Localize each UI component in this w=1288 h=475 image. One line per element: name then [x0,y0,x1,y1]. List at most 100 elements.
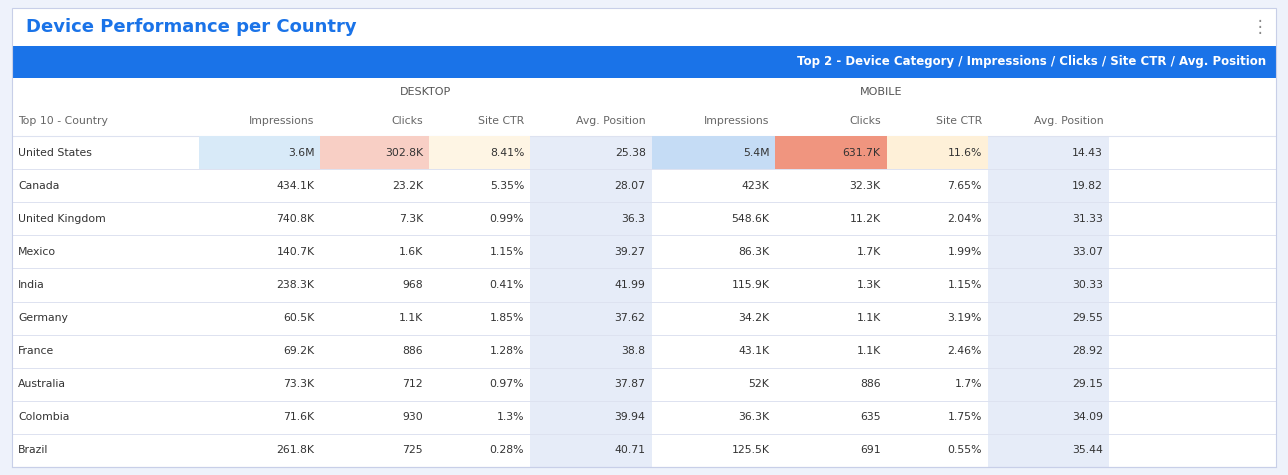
Text: Site CTR: Site CTR [478,116,524,126]
Text: 1.1K: 1.1K [857,346,881,356]
Bar [200,136,321,169]
Text: 5.35%: 5.35% [489,180,524,190]
Text: 38.8: 38.8 [622,346,645,356]
Text: Brazil: Brazil [18,446,49,456]
Bar [531,334,652,368]
Bar [988,334,1109,368]
Text: Impressions: Impressions [705,116,769,126]
Text: 930: 930 [402,412,424,422]
Bar [429,136,531,169]
Text: 886: 886 [402,346,424,356]
Text: United States: United States [18,148,91,158]
Bar [988,434,1109,467]
Text: 69.2K: 69.2K [283,346,314,356]
Text: 1.99%: 1.99% [948,247,981,257]
Text: 43.1K: 43.1K [738,346,769,356]
Text: 2.46%: 2.46% [948,346,981,356]
Text: 0.55%: 0.55% [947,446,981,456]
Text: Impressions: Impressions [249,116,314,126]
Text: 29.15: 29.15 [1073,379,1103,389]
Text: 30.33: 30.33 [1072,280,1103,290]
Text: Canada: Canada [18,180,59,190]
Bar [988,169,1109,202]
Text: 1.75%: 1.75% [948,412,981,422]
Text: 11.2K: 11.2K [850,214,881,224]
Bar [531,202,652,235]
Text: 635: 635 [860,412,881,422]
Text: 1.15%: 1.15% [489,247,524,257]
Text: 3.6M: 3.6M [287,148,314,158]
Bar [886,136,988,169]
Text: 23.2K: 23.2K [392,180,424,190]
Text: 33.07: 33.07 [1072,247,1103,257]
Bar [988,302,1109,334]
Text: 37.87: 37.87 [614,379,645,389]
Text: 1.7K: 1.7K [857,247,881,257]
Text: Avg. Position: Avg. Position [1033,116,1103,126]
Text: 140.7K: 140.7K [277,247,314,257]
Text: DESKTOP: DESKTOP [399,87,451,97]
Text: Australia: Australia [18,379,66,389]
Text: 8.41%: 8.41% [489,148,524,158]
Text: Colombia: Colombia [18,412,70,422]
Text: 73.3K: 73.3K [283,379,314,389]
Bar [531,434,652,467]
Text: 35.44: 35.44 [1073,446,1103,456]
Text: 691: 691 [860,446,881,456]
Text: 1.15%: 1.15% [948,280,981,290]
Text: 125.5K: 125.5K [732,446,769,456]
Text: Top 10 - Country: Top 10 - Country [18,116,108,126]
Text: 36.3: 36.3 [622,214,645,224]
Text: 34.09: 34.09 [1072,412,1103,422]
Text: 1.6K: 1.6K [399,247,424,257]
Text: 631.7K: 631.7K [842,148,881,158]
Bar [775,136,886,169]
Text: 40.71: 40.71 [614,446,645,456]
Text: 712: 712 [402,379,424,389]
Text: 1.1K: 1.1K [857,313,881,323]
Bar [531,401,652,434]
Text: 2.04%: 2.04% [947,214,981,224]
Bar [988,368,1109,401]
Text: Clicks: Clicks [849,116,881,126]
Text: 0.97%: 0.97% [489,379,524,389]
Text: 41.99: 41.99 [614,280,645,290]
Text: Site CTR: Site CTR [935,116,981,126]
Text: 31.33: 31.33 [1073,214,1103,224]
Bar [652,136,775,169]
Text: 7.3K: 7.3K [399,214,424,224]
Text: 302.8K: 302.8K [385,148,424,158]
Text: Top 2 - Device Category / Impressions / Clicks / Site CTR / Avg. Position: Top 2 - Device Category / Impressions / … [797,56,1266,68]
Text: 39.27: 39.27 [614,247,645,257]
Bar [988,235,1109,268]
Text: 14.43: 14.43 [1073,148,1103,158]
Text: 434.1K: 434.1K [277,180,314,190]
Text: 86.3K: 86.3K [738,247,769,257]
Text: 1.85%: 1.85% [489,313,524,323]
Text: 37.62: 37.62 [614,313,645,323]
Text: 7.65%: 7.65% [948,180,981,190]
Text: 19.82: 19.82 [1073,180,1103,190]
Text: 71.6K: 71.6K [283,412,314,422]
Text: 886: 886 [860,379,881,389]
Text: 11.6%: 11.6% [948,148,981,158]
Bar [988,202,1109,235]
Text: 1.7%: 1.7% [954,379,981,389]
Bar [988,136,1109,169]
Text: 5.4M: 5.4M [743,148,769,158]
Text: 29.55: 29.55 [1073,313,1103,323]
Text: 740.8K: 740.8K [277,214,314,224]
Text: France: France [18,346,54,356]
Text: 0.99%: 0.99% [489,214,524,224]
Bar [531,136,652,169]
Bar [988,268,1109,302]
Text: 968: 968 [402,280,424,290]
Bar [988,401,1109,434]
Bar [531,169,652,202]
Text: 52K: 52K [748,379,769,389]
Text: 548.6K: 548.6K [732,214,769,224]
Text: 1.28%: 1.28% [489,346,524,356]
Bar [321,136,429,169]
Text: 0.41%: 0.41% [489,280,524,290]
Text: Avg. Position: Avg. Position [576,116,645,126]
